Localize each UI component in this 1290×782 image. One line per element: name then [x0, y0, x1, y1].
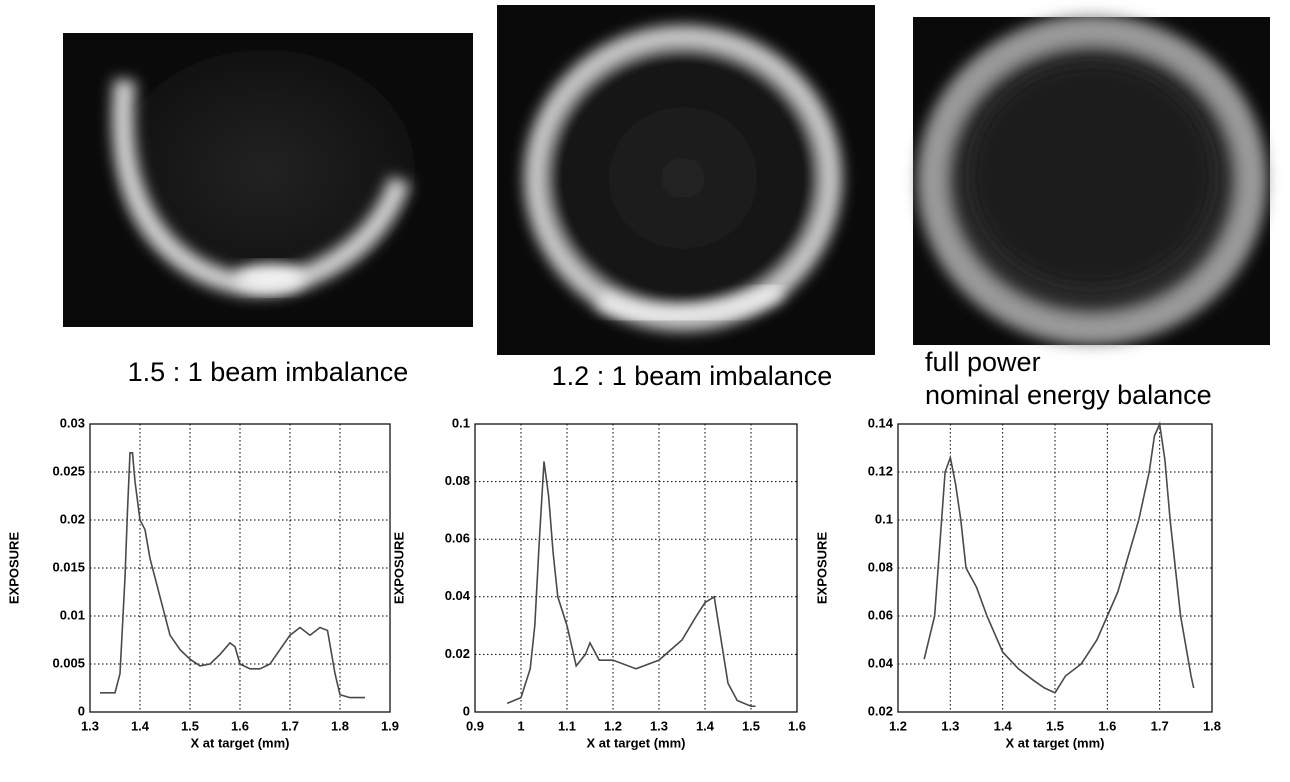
beam-image-3: [913, 15, 1270, 345]
x-tick-label: 1.5: [1046, 718, 1064, 733]
chart-subtitle: nominal energy balance: [925, 380, 1212, 410]
y-tick-label: 0.1: [875, 511, 893, 526]
x-tick-label: 1.6: [788, 718, 806, 733]
x-tick-label: 1.2: [604, 718, 622, 733]
y-tick-label: 0.08: [445, 473, 470, 488]
y-tick-label: 0.12: [868, 463, 893, 478]
x-tick-label: 1.7: [281, 718, 299, 733]
y-tick-label: 0.02: [868, 703, 893, 718]
data-line: [923, 421, 1195, 694]
y-tick-label: 0.015: [52, 559, 85, 574]
y-tick-label: 0.04: [868, 655, 894, 670]
x-tick-label: 1.6: [231, 718, 249, 733]
y-tick-label: 0.1: [452, 415, 470, 430]
chart-title: 1.2 : 1 beam imbalance: [552, 361, 833, 391]
x-tick-label: 1.9: [381, 718, 399, 733]
plot-frame: [89, 423, 391, 713]
y-tick-label: 0.02: [60, 511, 85, 526]
y-tick-label: 0.08: [868, 559, 893, 574]
x-tick-label: 1.4: [994, 718, 1013, 733]
beam-image-1: [63, 33, 473, 327]
y-tick-label: 0.04: [445, 588, 471, 603]
x-axis-label: X at target (mm): [191, 735, 290, 750]
x-tick-label: 1.2: [889, 718, 907, 733]
x-tick-label: 0.9: [466, 718, 484, 733]
chart-title: 1.5 : 1 beam imbalance: [128, 357, 409, 387]
x-tick-label: 1.3: [650, 718, 668, 733]
y-tick-label: 0.005: [52, 655, 85, 670]
y-tick-label: 0.02: [445, 646, 470, 661]
y-tick-label: 0.025: [52, 463, 85, 478]
plot-frame: [474, 423, 798, 713]
y-tick-label: 0.06: [445, 531, 470, 546]
chart-title: full power: [925, 347, 1041, 377]
data-line: [100, 452, 365, 699]
y-tick-label: 0.03: [60, 415, 85, 430]
y-axis-label: EXPOSURE: [814, 532, 829, 605]
x-tick-label: 1.8: [1203, 718, 1221, 733]
x-tick-label: 1.3: [941, 718, 959, 733]
x-tick-label: 1.4: [131, 718, 150, 733]
y-tick-label: 0.06: [868, 607, 893, 622]
x-tick-label: 1.5: [181, 718, 199, 733]
x-axis-label: X at target (mm): [587, 735, 686, 750]
y-tick-label: 0.01: [60, 607, 85, 622]
beam-image-2: [497, 5, 875, 355]
y-tick-label: 0: [463, 703, 470, 718]
x-tick-label: 1: [517, 718, 524, 733]
x-axis-label: X at target (mm): [1006, 735, 1105, 750]
x-tick-label: 1.7: [1151, 718, 1169, 733]
x-tick-label: 1.4: [696, 718, 715, 733]
x-tick-label: 1.5: [742, 718, 760, 733]
x-tick-label: 1.1: [558, 718, 576, 733]
data-line: [506, 461, 756, 708]
y-tick-label: 0: [78, 703, 85, 718]
plot-frame: [897, 423, 1213, 713]
y-tick-label: 0.14: [868, 415, 894, 430]
x-tick-label: 1.8: [331, 718, 349, 733]
x-tick-label: 1.3: [81, 718, 99, 733]
y-axis-label: EXPOSURE: [391, 532, 406, 605]
y-axis-label: EXPOSURE: [6, 532, 21, 605]
x-tick-label: 1.6: [1098, 718, 1116, 733]
